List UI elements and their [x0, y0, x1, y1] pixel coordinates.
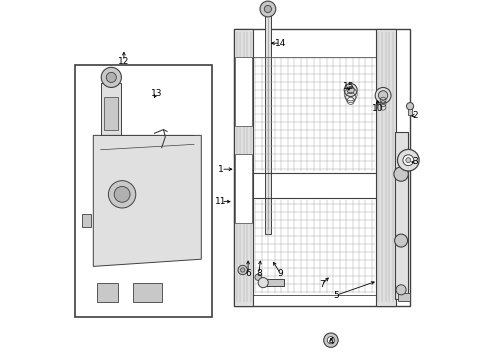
Bar: [394, 132, 407, 299]
Bar: [253, 57, 375, 173]
Circle shape: [394, 234, 407, 247]
Bar: [233, 29, 253, 306]
Bar: [375, 29, 395, 306]
Bar: [235, 57, 251, 126]
Circle shape: [344, 84, 356, 96]
Bar: [97, 283, 118, 302]
Text: 11: 11: [215, 197, 226, 206]
Text: 3: 3: [412, 157, 418, 166]
Circle shape: [397, 149, 418, 171]
Circle shape: [260, 1, 275, 17]
Circle shape: [406, 103, 413, 110]
Circle shape: [323, 333, 337, 347]
Bar: [75, 65, 212, 317]
Circle shape: [374, 87, 390, 103]
Text: 8: 8: [256, 269, 261, 278]
Bar: [101, 83, 121, 137]
Bar: [82, 215, 91, 227]
Circle shape: [254, 274, 261, 280]
Circle shape: [240, 268, 244, 272]
Text: 12: 12: [118, 57, 129, 66]
Text: 9: 9: [277, 269, 283, 278]
Text: 6: 6: [244, 269, 250, 278]
Circle shape: [108, 181, 136, 208]
Bar: [104, 97, 118, 130]
Circle shape: [114, 186, 130, 202]
Text: 14: 14: [274, 39, 285, 48]
Text: 13: 13: [150, 89, 162, 98]
Circle shape: [326, 337, 334, 344]
Text: 1: 1: [218, 165, 224, 174]
Bar: [253, 198, 375, 295]
Circle shape: [395, 285, 406, 295]
Text: 4: 4: [327, 338, 333, 346]
Circle shape: [258, 278, 268, 288]
Circle shape: [106, 72, 116, 82]
Bar: [407, 106, 411, 115]
Text: 2: 2: [412, 111, 417, 120]
Circle shape: [101, 67, 121, 87]
Bar: [235, 153, 251, 223]
Circle shape: [405, 158, 410, 163]
Circle shape: [238, 265, 247, 275]
Bar: [397, 293, 409, 301]
Circle shape: [346, 86, 354, 94]
Bar: [233, 29, 409, 306]
Bar: [133, 283, 162, 302]
Circle shape: [264, 5, 271, 13]
Text: 15: 15: [343, 82, 354, 91]
Circle shape: [378, 91, 387, 100]
Text: 7: 7: [318, 280, 324, 289]
Bar: [264, 279, 284, 286]
Bar: [264, 14, 270, 234]
Circle shape: [402, 155, 413, 166]
Text: 5: 5: [333, 291, 339, 300]
Circle shape: [393, 167, 407, 181]
Polygon shape: [93, 135, 201, 266]
Text: 10: 10: [371, 104, 383, 112]
